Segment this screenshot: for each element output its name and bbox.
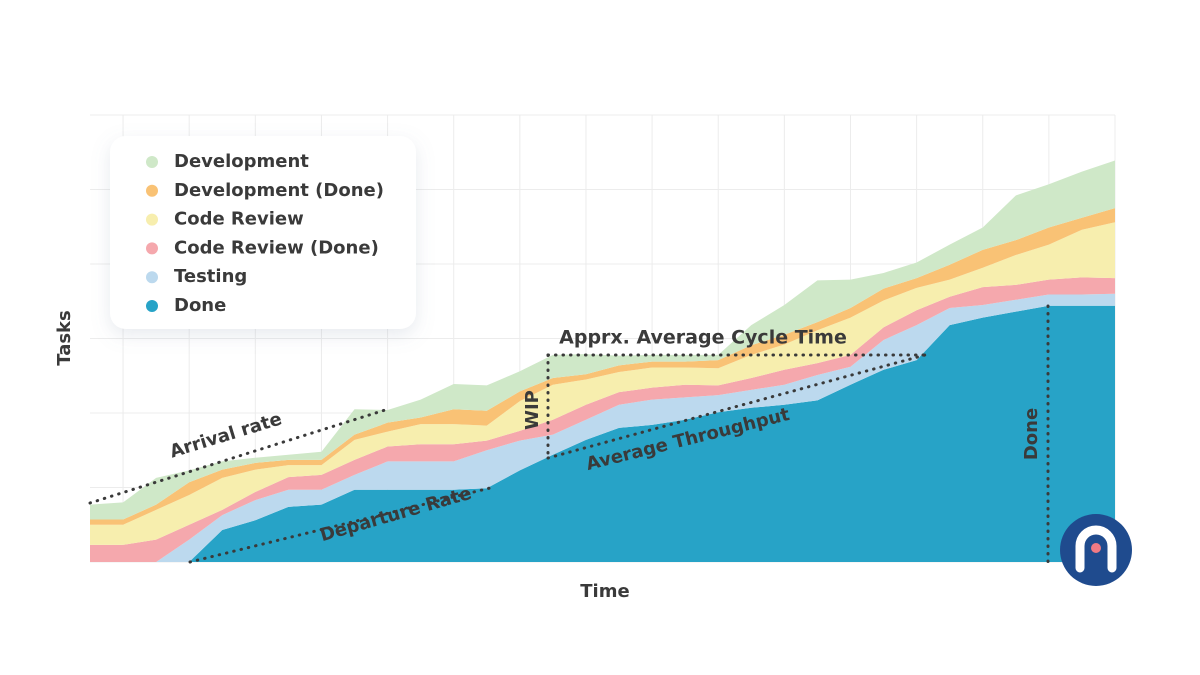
legend-swatch xyxy=(146,156,158,168)
arrival-line xyxy=(88,408,387,505)
areas xyxy=(90,160,1115,562)
area xyxy=(90,222,1115,545)
area xyxy=(90,160,1115,520)
area xyxy=(90,305,1115,562)
annotation: WIP xyxy=(522,390,543,430)
legend-label: Done xyxy=(174,295,226,316)
area xyxy=(90,293,1115,562)
logo-letter xyxy=(1075,525,1117,573)
legend-label: Code Review (Done) xyxy=(174,237,379,258)
legend-swatch xyxy=(146,184,158,197)
area xyxy=(90,208,1115,525)
area xyxy=(90,277,1115,562)
departure-line xyxy=(188,486,492,564)
legend-swatch xyxy=(146,242,158,255)
logo-dot xyxy=(1091,543,1101,553)
annotation: Arrival rate xyxy=(167,409,284,463)
legend: Development Development (Done) Code Review… xyxy=(110,136,416,329)
y-axis-title: Tasks xyxy=(54,310,75,366)
legend-swatch xyxy=(146,213,158,226)
annotation: Apprx. Average Cycle Time xyxy=(559,327,847,349)
annotation: Done xyxy=(1021,408,1042,460)
legend-label: Testing xyxy=(174,266,247,287)
legend-label: Development xyxy=(174,151,309,172)
legend-label: Development (Done) xyxy=(174,180,384,201)
legend-swatch xyxy=(146,300,158,312)
throughput-line xyxy=(546,353,927,460)
legend-box xyxy=(110,136,416,329)
legend-swatch xyxy=(146,271,158,284)
logo xyxy=(1060,514,1132,586)
legend-label: Code Review xyxy=(174,209,304,230)
x-axis-title: Time xyxy=(580,581,629,602)
